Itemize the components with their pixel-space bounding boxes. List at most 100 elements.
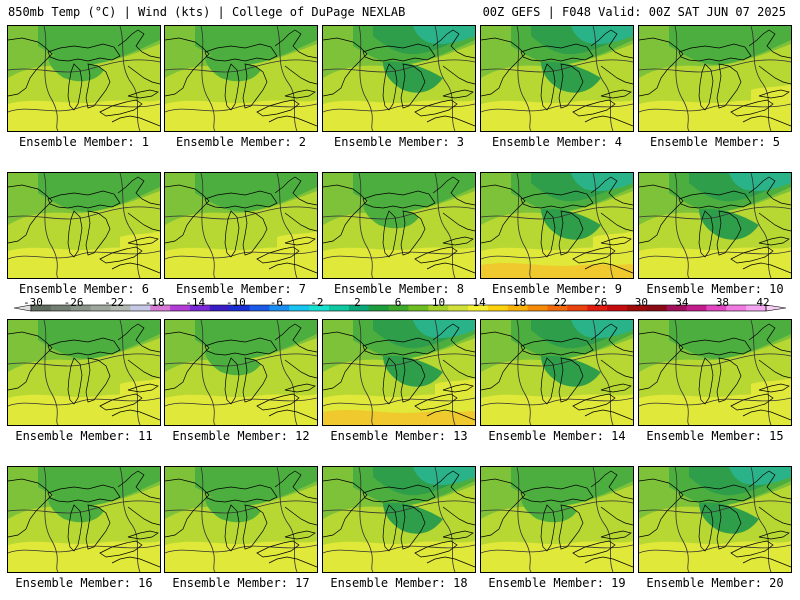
colorbar-tick-label: 34 — [675, 296, 689, 309]
ensemble-member-map — [7, 172, 161, 279]
coastline — [639, 184, 684, 244]
coastline — [432, 176, 475, 206]
coastline — [414, 99, 458, 117]
temperature-band — [751, 378, 791, 412]
ensemble-member-map — [322, 172, 476, 279]
coastline — [730, 393, 774, 411]
ensemble-member-map — [638, 319, 792, 426]
coastline — [85, 210, 111, 256]
coastline — [8, 331, 53, 391]
coastline — [274, 176, 317, 206]
height-contour — [674, 467, 690, 572]
coastline — [47, 484, 121, 503]
ensemble-member-map — [7, 466, 161, 573]
coastline — [590, 176, 633, 206]
ensemble-member-map — [164, 319, 318, 426]
temperature-band — [413, 467, 475, 485]
coastline — [111, 115, 160, 127]
colorbar-swatch — [70, 305, 92, 311]
coastline — [268, 262, 317, 274]
height-contour — [481, 206, 633, 220]
ensemble-member-caption: Ensemble Member: 5 — [649, 135, 781, 149]
coastline — [432, 470, 475, 500]
coastline — [204, 43, 278, 62]
colorbar-swatch — [269, 305, 290, 311]
height-contour — [516, 173, 532, 278]
height-contour — [639, 206, 791, 220]
coastline — [758, 506, 791, 526]
temperature-band — [120, 231, 160, 265]
height-contour — [516, 467, 532, 572]
coastline — [558, 504, 584, 550]
coastline — [758, 236, 790, 246]
coastline — [442, 506, 475, 526]
coastline — [481, 331, 526, 391]
colorbar-swatch — [746, 305, 767, 311]
colorbar-tick-label: 18 — [513, 296, 527, 309]
temperature-band — [481, 410, 633, 425]
colorbar-tick-label: 14 — [472, 296, 486, 309]
height-contour — [639, 59, 791, 73]
coastline — [362, 484, 436, 503]
height-contour — [43, 26, 59, 131]
temperature-band — [323, 116, 475, 131]
coastline — [742, 262, 791, 274]
height-contour — [8, 250, 160, 260]
coastline — [520, 484, 594, 503]
coastline — [584, 409, 633, 421]
colorbar-swatch — [428, 305, 449, 311]
coastline — [242, 357, 268, 403]
ensemble-member-caption: Ensemble Member: 20 — [646, 576, 784, 590]
coastline — [572, 393, 616, 411]
coastline — [165, 184, 210, 244]
coastline — [432, 323, 475, 353]
coastline — [362, 43, 436, 62]
coastline — [382, 63, 398, 111]
height-contour — [639, 353, 791, 367]
coastline — [165, 331, 210, 391]
height-contour — [43, 320, 59, 425]
coastline — [748, 176, 791, 206]
temperature-band — [541, 61, 601, 93]
coastline — [165, 478, 210, 538]
height-contour — [481, 500, 633, 514]
coastline — [730, 540, 774, 558]
coastline — [442, 359, 475, 379]
colorbar-tick-label: -22 — [104, 296, 125, 309]
coastline — [678, 484, 752, 503]
ensemble-member-caption: Ensemble Member: 4 — [491, 135, 623, 149]
coastline — [716, 504, 742, 550]
colorbar-swatch — [706, 305, 727, 311]
temperature-band — [383, 355, 443, 387]
coastline — [85, 63, 111, 109]
ensemble-member-caption: Ensemble Member: 12 — [172, 429, 310, 443]
colorbar-tick-label: 38 — [715, 296, 730, 309]
coastline — [224, 504, 240, 552]
ensemble-member-map — [638, 25, 792, 132]
coastline — [323, 37, 368, 97]
height-contour — [358, 467, 374, 572]
ensemble-member-caption: Ensemble Member: 17 — [172, 576, 310, 590]
coastline — [600, 530, 632, 540]
coastline — [442, 530, 474, 540]
temperature-band — [8, 410, 160, 425]
height-contour — [323, 59, 475, 73]
coastline — [400, 357, 426, 403]
coastline — [67, 357, 83, 405]
temperature-band — [639, 410, 791, 425]
coastline — [678, 337, 752, 356]
coastline — [590, 29, 633, 59]
coastline — [127, 65, 160, 85]
coastline — [8, 478, 53, 538]
coastline — [256, 246, 300, 264]
height-contour — [674, 173, 690, 278]
coastline — [224, 63, 240, 111]
coastline — [758, 89, 790, 99]
coastline — [414, 393, 458, 411]
height-contour — [481, 103, 633, 113]
coastline — [268, 409, 317, 421]
height-contour — [639, 500, 791, 514]
coastline — [99, 246, 143, 264]
height-contour — [323, 500, 475, 514]
coastline — [540, 210, 556, 258]
